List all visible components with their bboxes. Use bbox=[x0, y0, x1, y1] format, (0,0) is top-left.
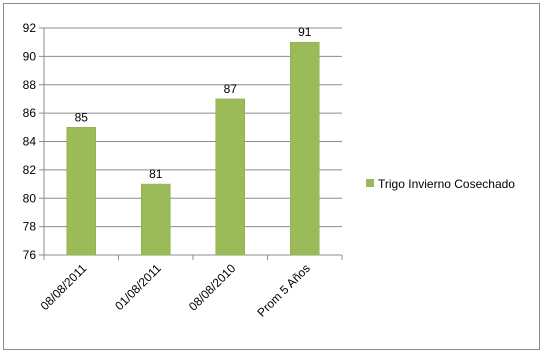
bar bbox=[290, 41, 320, 256]
y-tick-label: 84 bbox=[23, 135, 37, 149]
x-category-label: Prom 5 Años bbox=[254, 261, 312, 319]
x-category-label: 01/08/2011 bbox=[112, 261, 164, 313]
data-label: 87 bbox=[224, 82, 238, 96]
bar bbox=[215, 98, 245, 256]
bar bbox=[66, 127, 96, 256]
y-tick-label: 80 bbox=[23, 191, 37, 205]
data-label: 85 bbox=[75, 110, 89, 124]
bar bbox=[141, 183, 171, 256]
y-tick-label: 90 bbox=[23, 49, 37, 63]
legend-swatch bbox=[366, 179, 374, 187]
data-label: 91 bbox=[298, 25, 312, 39]
y-tick-label: 76 bbox=[23, 248, 37, 262]
y-tick-label: 82 bbox=[23, 163, 37, 177]
y-tick-label: 92 bbox=[23, 21, 37, 35]
y-tick-label: 86 bbox=[23, 106, 37, 120]
legend-label: Trigo Invierno Cosechado bbox=[378, 177, 515, 191]
y-tick-label: 78 bbox=[23, 220, 37, 234]
data-labels: 85 81 87 91 bbox=[75, 25, 312, 181]
y-axis-ticks: 76 78 80 82 84 86 88 90 92 bbox=[23, 21, 44, 262]
y-tick-label: 88 bbox=[23, 78, 37, 92]
legend: Trigo Invierno Cosechado bbox=[366, 177, 515, 191]
data-label: 81 bbox=[149, 167, 163, 181]
x-category-label: 08/08/2010 bbox=[186, 261, 239, 314]
x-category-label: 08/08/2011 bbox=[38, 261, 90, 313]
x-axis-categories: 08/08/2011 01/08/2011 08/08/2010 Prom 5 Año… bbox=[38, 261, 313, 320]
bars bbox=[66, 41, 320, 256]
